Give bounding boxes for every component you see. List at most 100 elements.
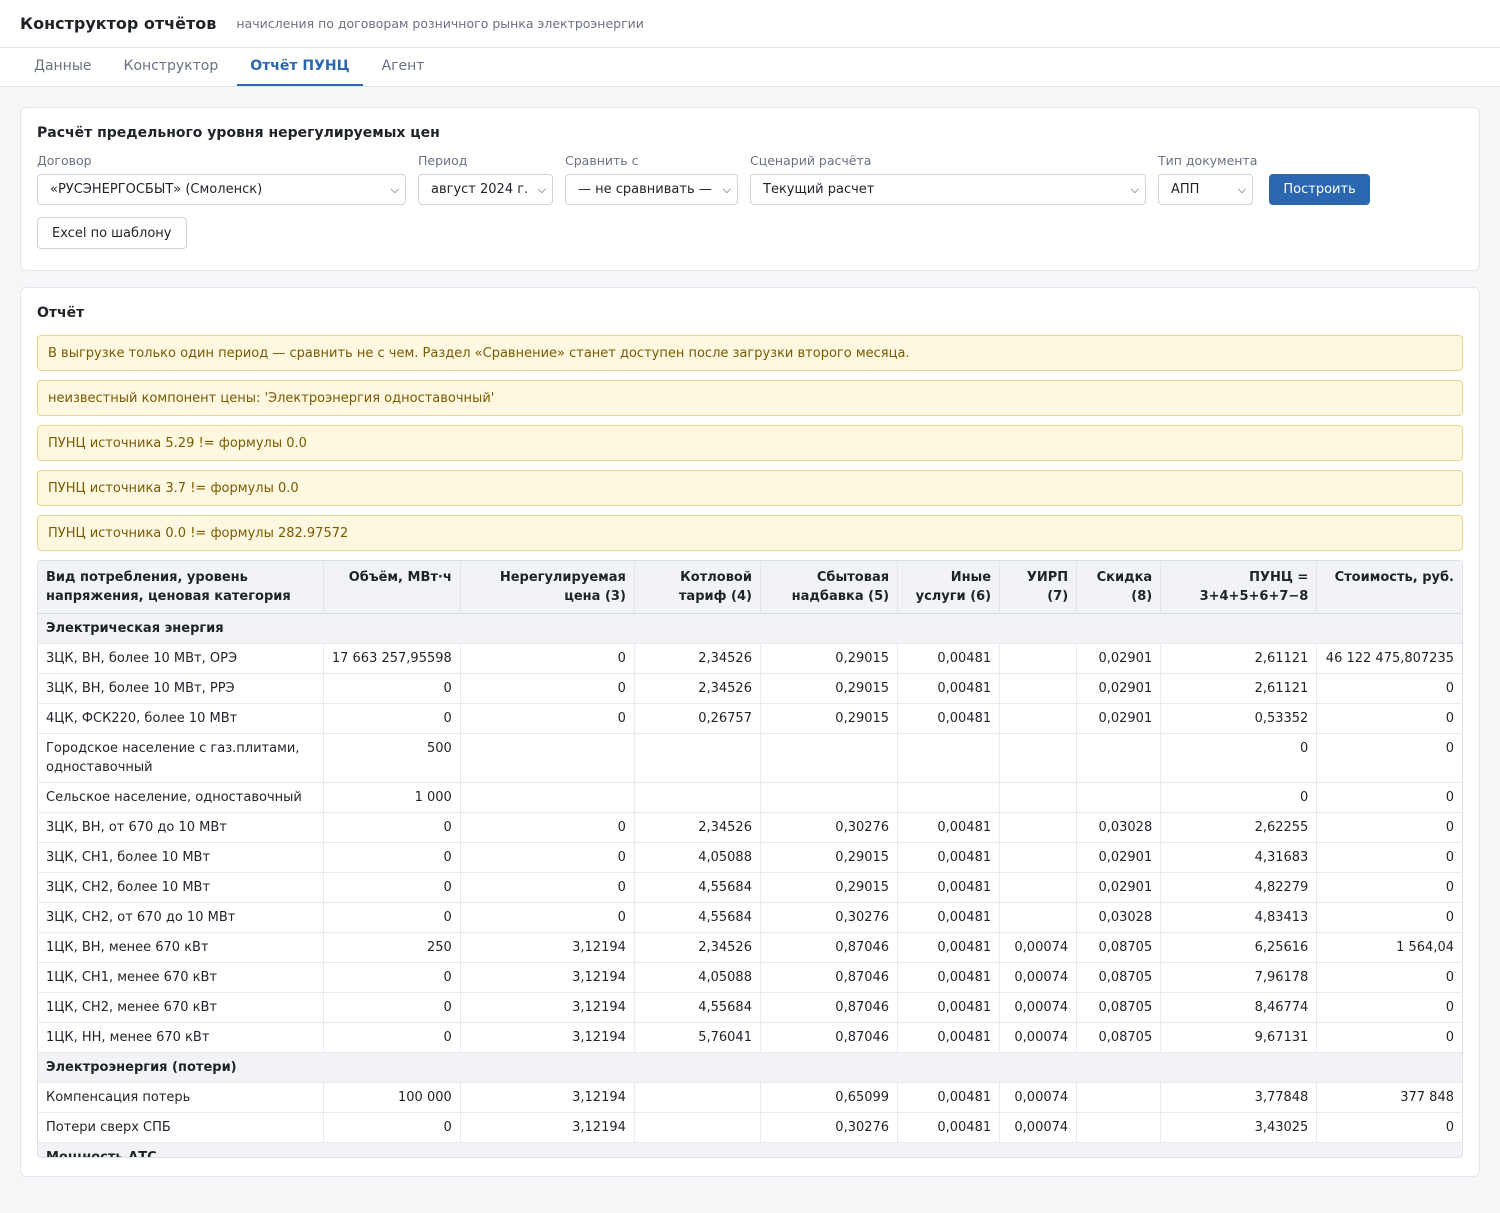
row-label-cell: 3ЦК, СН1, более 10 МВт: [38, 842, 324, 873]
table-cell: [897, 782, 1001, 813]
table-cell: 0,00481: [897, 932, 1001, 963]
table-cell: 0: [1160, 782, 1318, 813]
col-header-volume[interactable]: Объём, МВт·ч: [323, 561, 461, 614]
table-cell: 0: [1316, 733, 1462, 783]
col-header-discount[interactable]: Скидка (8): [1076, 561, 1162, 614]
table-cell: 0,87046: [760, 992, 899, 1023]
col-header-unregulated-price[interactable]: Нерегулируемая цена (3): [460, 561, 635, 614]
table-cell: 2,34526: [634, 812, 761, 843]
compare-select[interactable]: — не сравнивать — ⌵: [565, 174, 738, 205]
table-cell: 5,76041: [634, 1022, 761, 1053]
period-field: Период август 2024 г. ⌵: [418, 153, 553, 205]
col-header-consumption[interactable]: Вид потребления, уровень напряжения, цен…: [38, 561, 324, 614]
table-cell: 0,00481: [897, 1112, 1001, 1143]
table-cell: 0: [1316, 902, 1462, 933]
table-row: Потери сверх СПБ 0 3,12194 0,30276 0,00481 0,…: [38, 1112, 1462, 1143]
period-select[interactable]: август 2024 г. ⌵: [418, 174, 553, 205]
table-cell: 0: [1316, 992, 1462, 1023]
build-button[interactable]: Построить: [1269, 174, 1370, 205]
tab-bar: Данные Конструктор Отчёт ПУНЦ Агент: [0, 48, 1500, 87]
period-value: август 2024 г.: [431, 182, 529, 197]
table-cell: 0: [323, 1022, 461, 1053]
table-cell: 0,87046: [760, 932, 899, 963]
table-cell: 0: [1316, 812, 1462, 843]
col-header-boiler-tariff[interactable]: Котловой тариф (4): [634, 561, 761, 614]
table-cell: 500: [323, 733, 461, 783]
row-label-cell: 1ЦК, СН1, менее 670 кВт: [38, 962, 324, 993]
table-row: Компенсация потерь 100 000 3,12194 0,65099 0…: [38, 1082, 1462, 1113]
table-cell: 4,05088: [634, 962, 761, 993]
table-cell: 3,12194: [460, 992, 635, 1023]
table-cell: [760, 733, 899, 783]
tab-data[interactable]: Данные: [34, 58, 92, 74]
warning-punc-mismatch: ПУНЦ источника 5.29 != формулы 0.0: [37, 425, 1463, 461]
table-section-row: Электроэнергия (потери): [38, 1052, 1462, 1083]
table-cell: 0: [460, 812, 635, 843]
col-header-cost[interactable]: Стоимость, руб.: [1316, 561, 1462, 614]
table-cell: 250: [323, 932, 461, 963]
chevron-down-icon: ⌵: [1130, 182, 1139, 196]
contract-field: Договор «РУСЭНЕРГОСБЫТ» (Смоленск) ⌵: [37, 153, 406, 205]
chevron-down-icon: ⌵: [390, 182, 399, 196]
report-table-container[interactable]: Вид потребления, уровень напряжения, цен…: [37, 560, 1463, 1158]
doctype-select[interactable]: АПП ⌵: [1158, 174, 1253, 205]
warning-punc-mismatch: ПУНЦ источника 0.0 != формулы 282.97572: [37, 515, 1463, 551]
doctype-value: АПП: [1171, 182, 1200, 197]
table-cell: 0: [460, 872, 635, 903]
table-cell: 0: [1316, 673, 1462, 704]
contract-value: «РУСЭНЕРГОСБЫТ» (Смоленск): [50, 182, 263, 197]
table-cell: 9,67131: [1160, 1022, 1318, 1053]
table-cell: 0,00481: [897, 1022, 1001, 1053]
table-cell: 4,05088: [634, 842, 761, 873]
table-cell: 0,00481: [897, 872, 1001, 903]
table-section-row: Электрическая энергия: [38, 613, 1462, 644]
col-header-punc[interactable]: ПУНЦ = 3+4+5+6+7−8: [1160, 561, 1318, 614]
table-cell: [999, 872, 1078, 903]
tab-constructor[interactable]: Конструктор: [123, 58, 219, 74]
tab-agent[interactable]: Агент: [381, 58, 425, 74]
table-cell: 0: [323, 1112, 461, 1143]
section-label: Электроэнергия (потери): [38, 1052, 1462, 1083]
table-cell: [999, 673, 1078, 704]
col-header-uirp[interactable]: УИРП (7): [999, 561, 1078, 614]
row-label-cell: 3ЦК, ВН, от 670 до 10 МВт: [38, 812, 324, 843]
table-cell: 100 000: [323, 1082, 461, 1113]
table-cell: 0: [1316, 782, 1462, 813]
excel-template-button[interactable]: Excel по шаблону: [37, 217, 187, 249]
table-row: 1ЦК, НН, менее 670 кВт 0 3,12194 5,76041 0,8…: [38, 1022, 1462, 1053]
table-cell: 0,29015: [760, 703, 899, 734]
table-cell: 2,34526: [634, 643, 761, 674]
table-cell: 0: [1316, 1112, 1462, 1143]
table-cell: 0,53352: [1160, 703, 1318, 734]
scenario-field: Сценарий расчёта Текущий расчет ⌵: [750, 153, 1146, 205]
table-cell: 2,62255: [1160, 812, 1318, 843]
table-cell: 0: [323, 902, 461, 933]
table-cell: 0,03028: [1076, 812, 1162, 843]
table-cell: 0,30276: [760, 812, 899, 843]
table-cell: 0,02901: [1076, 643, 1162, 674]
table-cell: 0,29015: [760, 643, 899, 674]
table-cell: 2,61121: [1160, 673, 1318, 704]
col-header-other-services[interactable]: Иные услуги (6): [897, 561, 1001, 614]
tab-punc-report[interactable]: Отчёт ПУНЦ: [237, 48, 363, 86]
table-cell: 0: [1316, 962, 1462, 993]
table-header-row: Вид потребления, уровень напряжения, цен…: [38, 561, 1462, 614]
table-cell: 3,12194: [460, 1112, 635, 1143]
table-cell: 0,00074: [999, 1112, 1078, 1143]
contract-select[interactable]: «РУСЭНЕРГОСБЫТ» (Смоленск) ⌵: [37, 174, 406, 205]
table-cell: 2,34526: [634, 932, 761, 963]
table-cell: 0: [460, 703, 635, 734]
table-cell: 0,87046: [760, 962, 899, 993]
table-cell: 4,83413: [1160, 902, 1318, 933]
table-cell: 3,12194: [460, 932, 635, 963]
table-body: Электрическая энергия 3ЦК, ВН, более 10 М…: [38, 613, 1462, 1157]
table-cell: 4,82279: [1160, 872, 1318, 903]
table-cell: [999, 812, 1078, 843]
table-cell: 0,87046: [760, 1022, 899, 1053]
table-row: 1ЦК, СН2, менее 670 кВт 0 3,12194 4,55684 0,…: [38, 992, 1462, 1023]
col-header-sales-markup[interactable]: Сбытовая надбавка (5): [760, 561, 899, 614]
table-cell: 377 848: [1316, 1082, 1462, 1113]
report-title: Отчёт: [37, 305, 85, 321]
table-cell: [460, 782, 635, 813]
scenario-select[interactable]: Текущий расчет ⌵: [750, 174, 1146, 205]
